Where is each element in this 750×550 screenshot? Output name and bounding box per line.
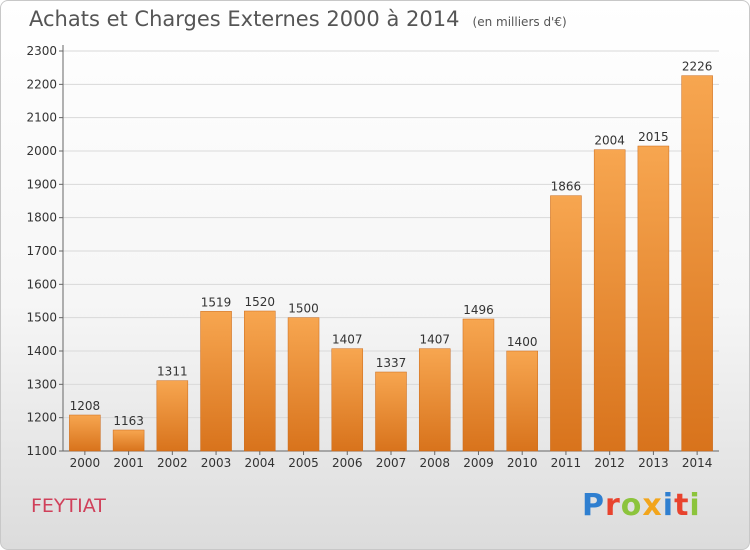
x-tick-label-2011: 2011	[551, 456, 582, 470]
bar-2002	[156, 380, 189, 452]
bar-2005	[287, 317, 320, 452]
bar-2000	[69, 414, 101, 452]
bars	[69, 75, 713, 452]
value-label-2006: 1407	[332, 333, 363, 347]
value-labels: 1208 1163 1311 1519 1520 1500 1407 1337 1407 1496…	[70, 60, 713, 428]
value-label-2011: 1866	[551, 180, 582, 194]
x-tick-label-2001: 2001	[113, 456, 144, 470]
y-tick-label: 1300	[26, 377, 57, 391]
value-label-2001: 1163	[113, 414, 144, 428]
bar-2011	[550, 195, 582, 452]
value-label-2012: 2004	[594, 134, 625, 148]
value-label-2003: 1519	[201, 295, 232, 309]
value-label-2000: 1208	[70, 399, 101, 413]
bar-2006	[331, 348, 364, 452]
logo-letter: r	[605, 488, 621, 523]
chart-title: Achats et Charges Externes 2000 à 2014	[29, 7, 460, 31]
y-tick-label: 1400	[26, 344, 57, 358]
x-tick-label-2002: 2002	[157, 456, 188, 470]
x-tick-label-2009: 2009	[463, 456, 494, 470]
value-label-2009: 1496	[463, 303, 494, 317]
value-label-2004: 1520	[245, 295, 276, 309]
x-tick-label-2008: 2008	[419, 456, 450, 470]
y-tick-label: 2100	[26, 111, 57, 125]
city-name: FEYTIAT	[31, 495, 106, 517]
bar-2014	[681, 75, 713, 452]
value-label-2007: 1337	[376, 356, 407, 370]
logo-letter: x	[642, 488, 663, 523]
chart-subtitle: (en milliers d'€)	[472, 15, 567, 29]
logo-letter: t	[674, 488, 690, 523]
value-label-2002: 1311	[157, 365, 188, 379]
value-label-2014: 2226	[682, 60, 713, 74]
chart-header: Achats et Charges Externes 2000 à 2014 (…	[29, 7, 567, 31]
x-tick-label-2005: 2005	[288, 456, 319, 470]
y-tick-label: 1100	[26, 444, 57, 458]
y-tick-label: 1500	[26, 311, 57, 325]
bar-2004	[244, 310, 276, 452]
bar-2013	[637, 145, 670, 452]
x-tick-label-2003: 2003	[201, 456, 232, 470]
x-tick-label-2013: 2013	[638, 456, 669, 470]
x-tick-label-2004: 2004	[245, 456, 276, 470]
axes: 1100 1200 1300 1400 1500 1600 1700 1800 1900 2000…	[26, 44, 719, 470]
y-tick-label: 2300	[26, 44, 57, 58]
value-label-2008: 1407	[419, 333, 450, 347]
proxiti-logo: Proxiti	[582, 488, 701, 523]
y-tick-label: 1800	[26, 211, 57, 225]
bar-2003	[200, 311, 232, 452]
x-tick-label-2007: 2007	[376, 456, 407, 470]
bar-2001	[112, 429, 145, 452]
value-label-2005: 1500	[288, 302, 319, 316]
value-label-2013: 2015	[638, 130, 669, 144]
logo-letter: o	[620, 488, 643, 523]
y-tick-label: 1900	[26, 177, 57, 191]
bar-2009	[462, 318, 495, 452]
x-tick-label-2014: 2014	[682, 456, 713, 470]
logo-letter: i	[662, 488, 675, 523]
logo-letter: P	[582, 488, 605, 523]
y-tick-label: 1200	[26, 411, 57, 425]
logo-letter: i	[689, 488, 701, 523]
x-tick-label-2010: 2010	[507, 456, 538, 470]
bar-2008	[418, 348, 451, 452]
y-tick-label: 2000	[26, 144, 57, 158]
y-tick-label: 2200	[26, 77, 57, 91]
value-label-2010: 1400	[507, 335, 538, 349]
bar-2007	[375, 371, 407, 452]
bar-2012	[593, 149, 626, 452]
x-tick-label-2012: 2012	[594, 456, 625, 470]
x-tick-label-2000: 2000	[70, 456, 101, 470]
x-tick-label-2006: 2006	[332, 456, 363, 470]
bar-2010	[506, 350, 538, 452]
y-tick-label: 1600	[26, 277, 57, 291]
y-tick-label: 1700	[26, 244, 57, 258]
